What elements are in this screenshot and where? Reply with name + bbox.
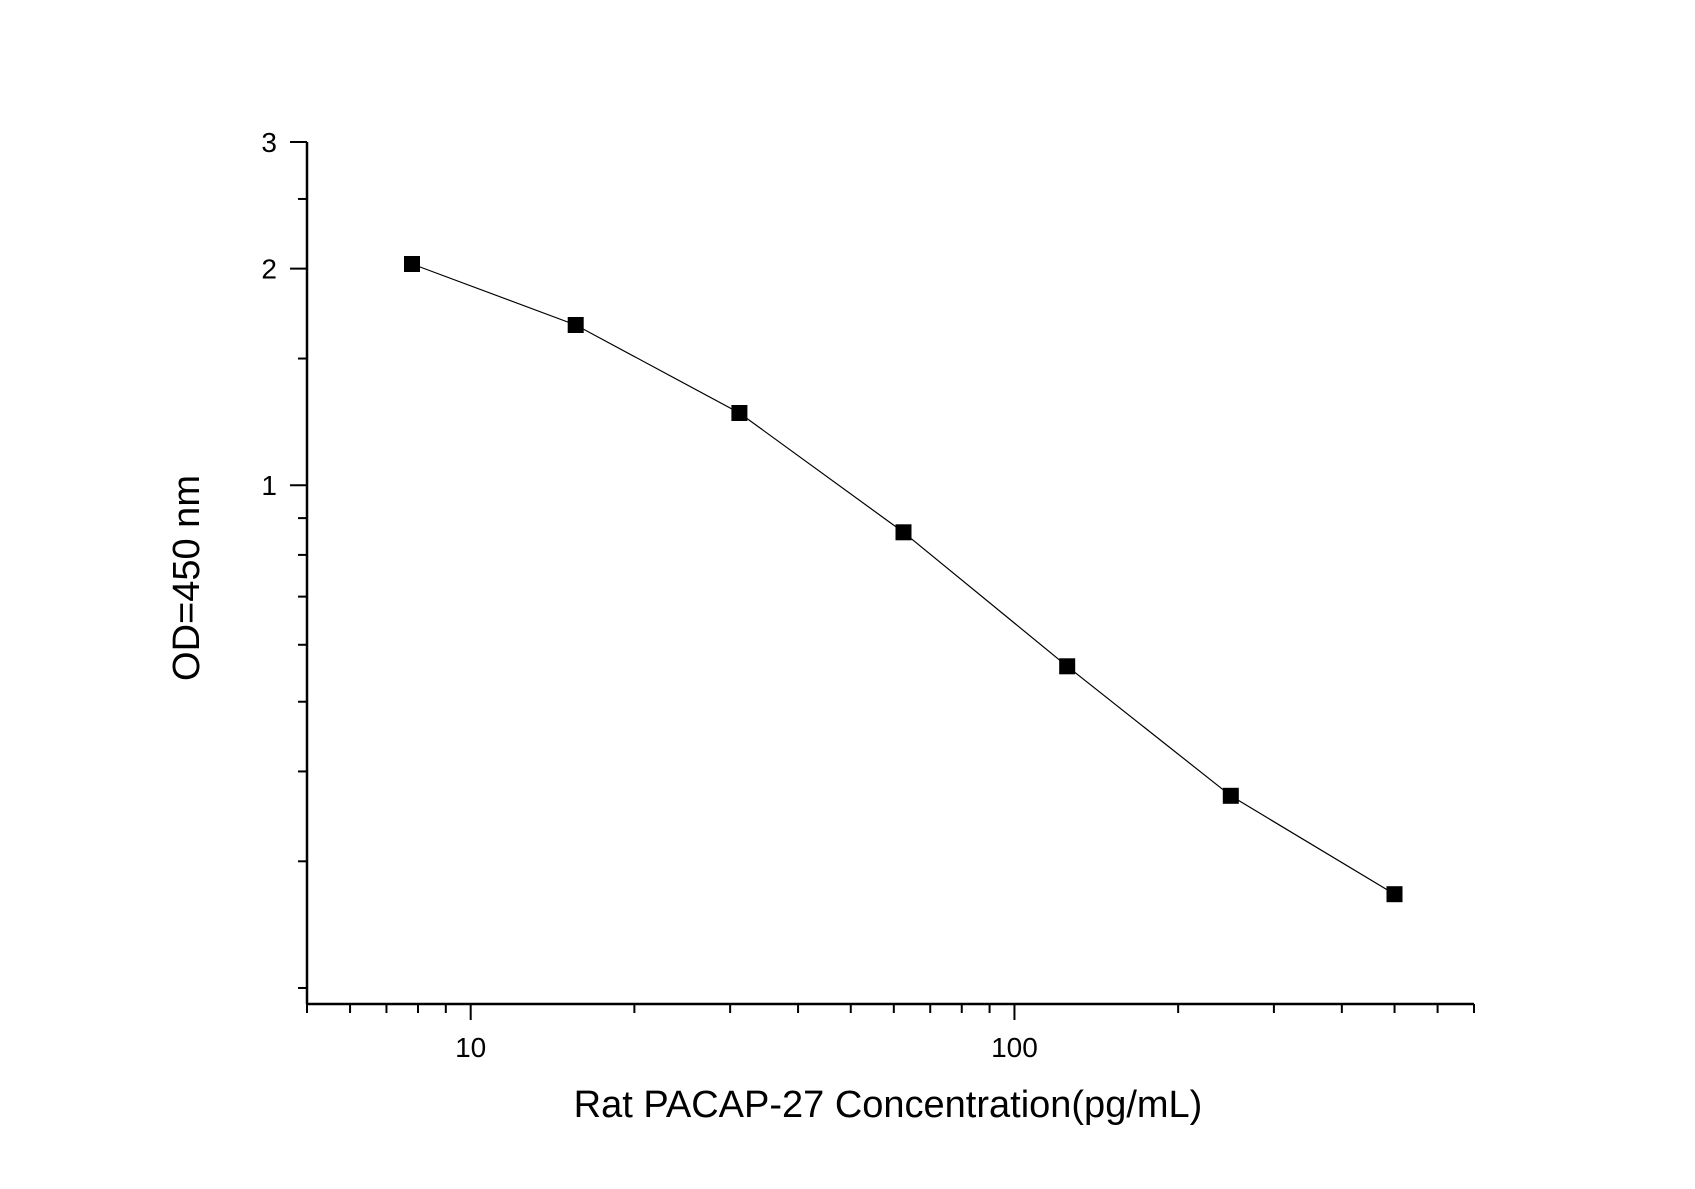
series-line-group xyxy=(411,263,1395,895)
series-line xyxy=(411,263,1395,895)
ticks: 10 100 1 2 3 xyxy=(261,127,1475,1063)
y-tick-label: 2 xyxy=(261,254,277,285)
data-point xyxy=(895,524,912,541)
data-point xyxy=(731,405,748,421)
data-point xyxy=(567,317,584,333)
x-tick-label: 100 xyxy=(991,1032,1038,1063)
data-point xyxy=(1222,787,1239,804)
data-points xyxy=(404,256,1403,903)
x-axis-title: Rat PACAP-27 Concentration(pg/mL) xyxy=(574,1084,1203,1126)
data-point xyxy=(404,256,420,272)
y-tick-label: 3 xyxy=(261,127,277,158)
x-tick-label: 10 xyxy=(455,1032,486,1063)
y-tick-label: 1 xyxy=(261,470,277,501)
y-axis-title: OD=450 nm xyxy=(166,475,208,681)
data-point xyxy=(1386,886,1403,903)
data-point xyxy=(1059,658,1076,675)
axes xyxy=(305,142,1474,1006)
